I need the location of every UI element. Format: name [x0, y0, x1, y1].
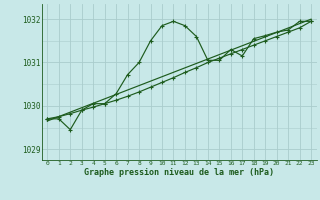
X-axis label: Graphe pression niveau de la mer (hPa): Graphe pression niveau de la mer (hPa)	[84, 168, 274, 177]
